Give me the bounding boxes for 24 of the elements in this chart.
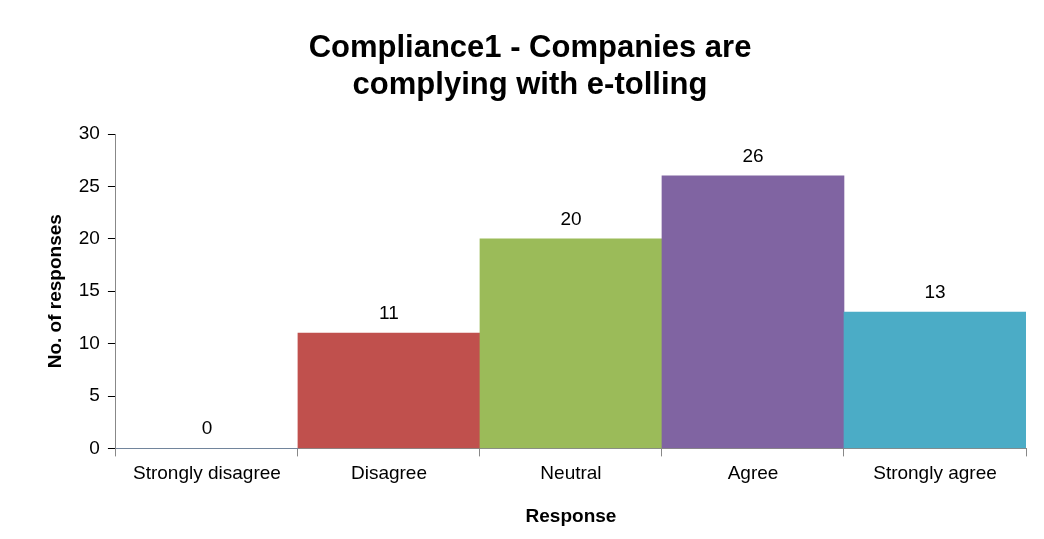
- y-tick-label: 15: [78, 279, 100, 301]
- bar: [479, 238, 663, 449]
- y-axis-title: No. of responses: [43, 214, 65, 369]
- x-tick-label: Strongly disagree: [133, 462, 281, 484]
- bar: [843, 311, 1026, 449]
- bar: [297, 332, 481, 449]
- x-tick-label: Agree: [727, 462, 779, 484]
- x-tick-label: Strongly agree: [873, 462, 997, 484]
- y-tick-label: 30: [78, 122, 100, 144]
- x-tick-label: Disagree: [350, 462, 427, 484]
- bar: [661, 175, 845, 449]
- data-label: 26: [742, 144, 764, 166]
- x-tick-label: Neutral: [540, 462, 602, 484]
- y-tick-label: 25: [78, 174, 100, 196]
- x-axis-title: Response: [525, 504, 617, 526]
- y-tick-label: 0: [89, 436, 100, 458]
- y-tick-label: 10: [78, 331, 100, 353]
- data-label: 11: [379, 301, 399, 323]
- y-tick-label: 5: [89, 384, 100, 406]
- data-label: 20: [560, 207, 582, 229]
- y-tick-label: 20: [78, 227, 100, 249]
- data-label: 13: [924, 280, 946, 302]
- data-label: 0: [201, 417, 213, 439]
- chart-title: Compliance1 - Companies are complying with e-tolling: [307, 28, 753, 102]
